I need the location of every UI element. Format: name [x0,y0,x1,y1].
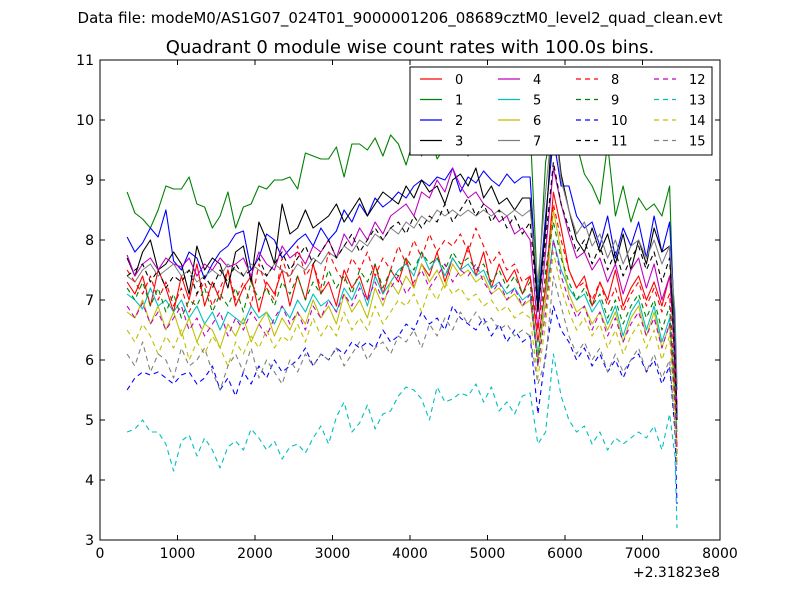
x-tick-label: 8000 [702,546,738,562]
series-layer [126,107,678,529]
x-tick-label: 4000 [392,546,428,562]
series-line-15 [126,275,678,469]
x-tick-label: 0 [96,546,105,562]
tick-layer: 0 1000 2000 3000 4000 5000 6000 7000 8000 3 4 5 6 7 8 9… [76,53,738,562]
series-line-7 [126,110,678,385]
y-tick-label: 7 [85,293,94,309]
series-line-8 [126,203,678,451]
x-tick-label: 7000 [625,546,661,562]
figure-suptitle: Data file: modeM0/AS1G07_024T01_90000012… [77,9,723,27]
legend-label-14: 14 [689,114,706,129]
series-line-13 [126,353,678,529]
legend-label-11: 11 [611,135,628,150]
series-line-2 [126,137,678,421]
y-tick-label: 8 [85,233,94,249]
x-tick-label: 6000 [547,546,583,562]
legend-box [409,66,713,156]
series-line-12 [126,239,678,451]
y-tick-label: 10 [76,113,94,129]
series-line-11 [126,161,678,421]
x-tick-label: 2000 [237,546,273,562]
y-tick-label: 9 [85,173,94,189]
legend-label-9: 9 [611,94,619,109]
series-line-14 [126,251,678,463]
y-tick-label: 4 [85,473,94,489]
series-line-3 [126,107,678,409]
legend-label-0: 0 [455,73,463,88]
y-tick-label: 5 [85,413,94,429]
series-line-0 [126,191,678,421]
legend-label-13: 13 [689,94,706,109]
legend-label-6: 6 [533,114,541,129]
series-line-1 [126,113,678,391]
legend-label-1: 1 [455,94,463,109]
chart-title: Quadrant 0 module wise count rates with … [165,37,655,58]
legend-label-3: 3 [455,135,463,150]
legend-label-4: 4 [533,73,541,88]
legend-label-7: 7 [533,135,541,150]
legend-label-5: 5 [533,94,541,109]
x-tick-label: 5000 [470,546,506,562]
x-tick-label: 3000 [315,546,351,562]
legend-label-8: 8 [611,73,619,88]
legend-label-10: 10 [611,114,628,129]
x-tick-label: 1000 [160,546,196,562]
legend-label-12: 12 [689,73,706,88]
legend-label-15: 15 [689,135,706,150]
y-tick-label: 6 [85,353,94,369]
y-tick-label: 3 [85,533,94,549]
series-line-4 [126,167,678,409]
x-offset-label: +2.31823e8 [633,565,720,581]
legend-label-2: 2 [455,114,463,129]
y-tick-label: 11 [76,53,94,69]
